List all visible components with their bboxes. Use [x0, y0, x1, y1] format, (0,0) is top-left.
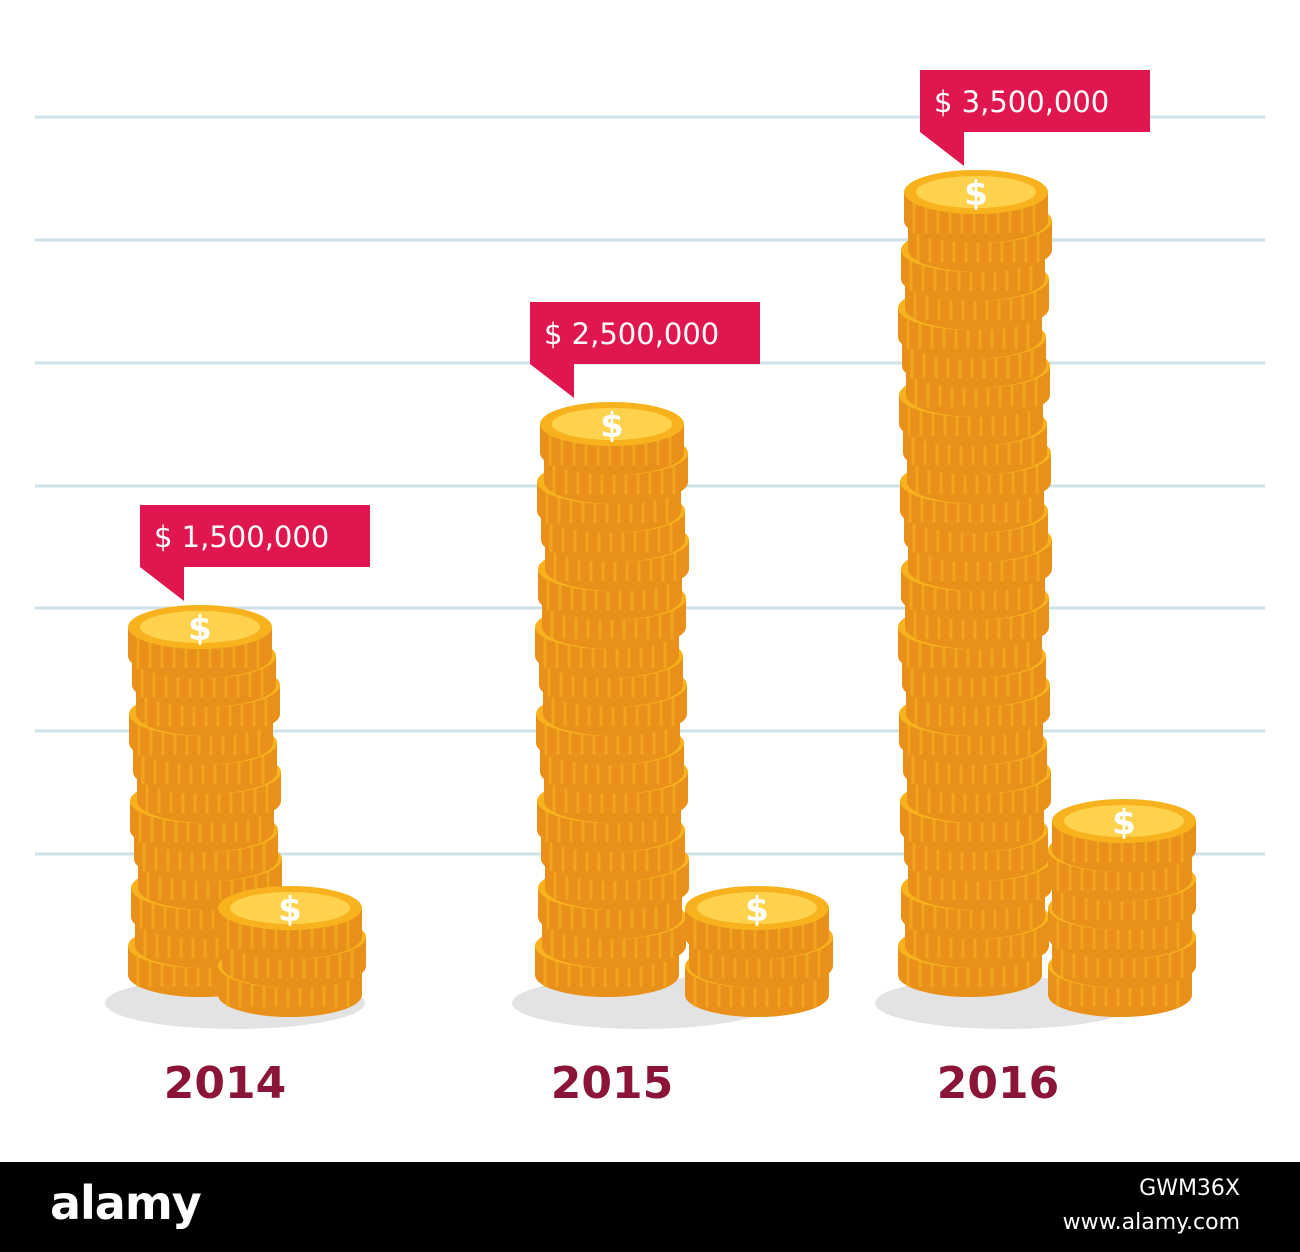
coin-top-face: $ — [278, 890, 302, 930]
dollar-sign-icon: $ — [745, 890, 769, 930]
label-pointer — [140, 567, 184, 601]
coin — [128, 605, 272, 678]
data-label-2014: $ 1,500,000 — [140, 505, 370, 601]
data-label-text: $ 3,500,000 — [934, 85, 1109, 119]
coin-top-face: $ — [745, 890, 769, 930]
alamy-logo: alamy — [50, 1176, 202, 1230]
coin — [540, 402, 684, 475]
year-labels: 2014 2015 2016 — [164, 1058, 1059, 1109]
coin-top-face: $ — [1112, 803, 1136, 843]
x-tick-label: 2015 — [551, 1058, 673, 1109]
coin-top-face: $ — [964, 174, 988, 214]
data-label-text: $ 2,500,000 — [544, 317, 719, 351]
label-box — [530, 302, 760, 364]
coin-stack-chart: $$$$$$ $ 1,500,000$ 2,500,000$ 3,500,000… — [35, 70, 1265, 1109]
bar-2014: $$ — [105, 605, 366, 1029]
coin — [904, 170, 1048, 243]
image-id: GWM36X — [1139, 1176, 1240, 1201]
coin-top-face: $ — [600, 406, 624, 446]
alamy-url: www.alamy.com — [1062, 1210, 1240, 1235]
x-tick-label: 2016 — [937, 1058, 1059, 1109]
label-pointer — [530, 364, 574, 398]
data-label-2016: $ 3,500,000 — [920, 70, 1150, 166]
label-pointer — [920, 132, 964, 166]
dollar-sign-icon: $ — [964, 174, 988, 214]
label-box — [920, 70, 1150, 132]
label-box — [140, 505, 370, 567]
dollar-sign-icon: $ — [1112, 803, 1136, 843]
value-labels: $ 1,500,000 $ 2,500,000 $ 3,500,000 — [140, 70, 1150, 601]
bar-2015: $$ — [512, 402, 833, 1029]
dollar-sign-icon: $ — [188, 609, 212, 649]
coin — [685, 886, 829, 959]
coin-top-face: $ — [188, 609, 212, 649]
coin-stacks: $$$$$$ — [105, 170, 1196, 1029]
data-label-text: $ 1,500,000 — [154, 520, 329, 554]
watermark-bar: alamy GWM36X www.alamy.com — [0, 1162, 1300, 1252]
coin — [1052, 799, 1196, 872]
dollar-sign-icon: $ — [600, 406, 624, 446]
bar-2016: $$ — [875, 170, 1196, 1029]
data-label-2015: $ 2,500,000 — [530, 302, 760, 398]
dollar-sign-icon: $ — [278, 890, 302, 930]
x-tick-label: 2014 — [164, 1058, 286, 1109]
coin — [218, 886, 362, 959]
